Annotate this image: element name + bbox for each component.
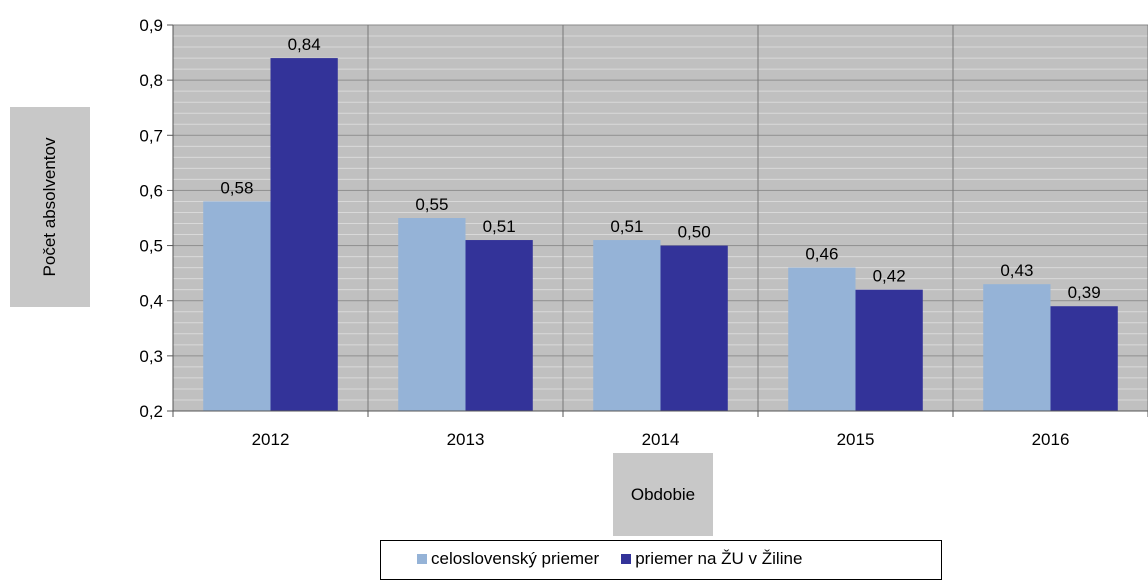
y-tick-label: 0,2 (139, 402, 163, 421)
x-tick-label: 2016 (1032, 430, 1070, 449)
data-label: 0,55 (415, 195, 448, 214)
data-label: 0,46 (805, 245, 838, 264)
y-tick-label: 0,3 (139, 347, 163, 366)
data-label: 0,58 (220, 178, 253, 197)
legend-item-series-1: celoslovenský priemer (417, 549, 599, 569)
y-tick-label: 0,8 (139, 71, 163, 90)
axes: 0,2 0,3 0,4 0,5 0,6 0,7 0,8 0,9 2012 2013 2014 2015… (139, 16, 1148, 449)
bar-2014-series-1 (593, 240, 661, 411)
data-label: 0,42 (873, 267, 906, 286)
x-tick-label: 2015 (837, 430, 875, 449)
x-tick-label: 2014 (642, 430, 680, 449)
bar-2016-series-1 (983, 284, 1051, 411)
data-label: 0,39 (1068, 283, 1101, 302)
y-axis-title-box (10, 107, 90, 307)
bar-2012-series-1 (203, 201, 271, 411)
data-labels: 0,58 0,84 0,55 0,51 0,51 0,50 0,46 0,42 0,43 0,39 (220, 35, 1100, 302)
data-label: 0,50 (678, 223, 711, 242)
bar-2014-series-2 (660, 245, 728, 411)
bar-2015-series-2 (855, 289, 923, 411)
bar-2015-series-1 (788, 267, 856, 411)
data-label: 0,51 (483, 217, 516, 236)
data-label: 0,51 (610, 217, 643, 236)
legend-swatch-series-2 (621, 554, 632, 564)
bar-2013-series-2 (465, 240, 533, 411)
y-tick-label: 0,5 (139, 237, 163, 256)
legend: celoslovenský priemer priemer na ŽU v Ži… (380, 540, 942, 580)
bar-2013-series-1 (398, 218, 466, 411)
data-label: 0,84 (288, 35, 321, 54)
bars (203, 58, 1118, 411)
y-tick-label: 0,9 (139, 16, 163, 35)
y-tick-label: 0,7 (139, 126, 163, 145)
x-axis-title: Obdobie (613, 453, 713, 536)
bar-2012-series-2 (270, 58, 338, 411)
legend-swatch-series-1 (417, 554, 427, 564)
y-tick-label: 0,6 (139, 181, 163, 200)
y-axis-title: Počet absolventov (40, 137, 59, 277)
x-tick-label: 2012 (252, 430, 290, 449)
bar-2016-series-2 (1050, 306, 1118, 411)
legend-item-series-2: priemer na ŽU v Žiline (621, 549, 802, 569)
legend-label-series-1: celoslovenský priemer (431, 549, 600, 568)
legend-label-series-2: priemer na ŽU v Žiline (635, 549, 803, 568)
data-label: 0,43 (1000, 261, 1033, 280)
y-tick-label: 0,4 (139, 292, 163, 311)
x-tick-label: 2013 (447, 430, 485, 449)
